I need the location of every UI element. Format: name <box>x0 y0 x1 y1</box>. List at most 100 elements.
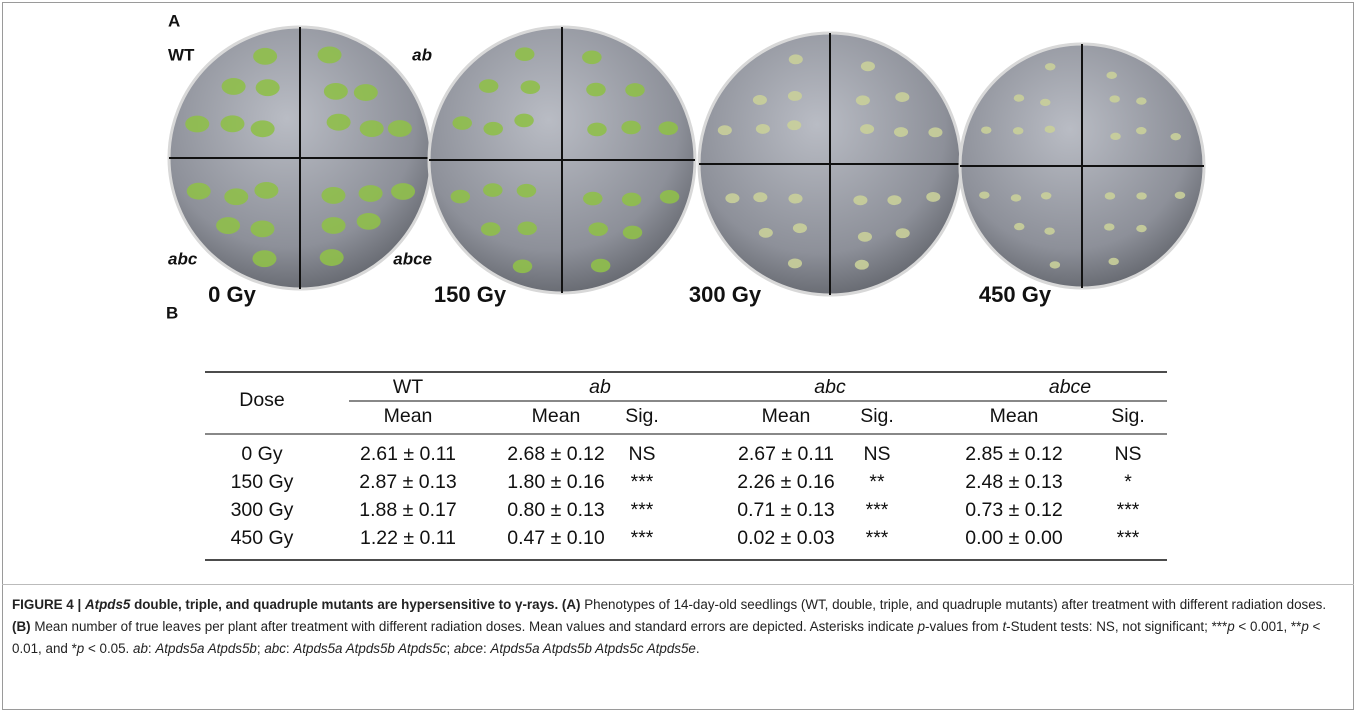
seedling <box>450 189 471 204</box>
table-group-header: ab <box>589 376 611 398</box>
seedling <box>788 193 803 204</box>
seedling <box>186 182 211 200</box>
table-cell: 2.68 ± 0.12 <box>507 443 604 465</box>
seedling <box>1109 95 1120 103</box>
seedling <box>387 120 412 137</box>
caption-run: Phenotypes of 14-day-old seedlings (WT, … <box>580 597 1327 612</box>
table-cell: 1.22 ± 0.11 <box>360 527 456 549</box>
seedling <box>255 79 280 97</box>
seedling <box>588 222 608 236</box>
table-subheader: Sig. <box>625 405 659 427</box>
seedling <box>1012 127 1024 135</box>
seedling <box>1174 191 1186 199</box>
seedling <box>854 259 869 270</box>
seedling <box>887 195 902 206</box>
table-cell: 0.00 ± 0.00 <box>965 527 1063 549</box>
seedling <box>758 227 773 238</box>
seedling <box>480 222 501 236</box>
seedling <box>185 115 210 133</box>
plate-label: abc <box>168 249 198 268</box>
table-cell: * <box>1124 471 1132 493</box>
seedling <box>358 185 383 202</box>
seedling <box>321 217 346 234</box>
seedling <box>622 225 643 240</box>
seedling <box>1010 194 1022 202</box>
table-cell: 450 Gy <box>231 527 294 549</box>
seedling <box>478 79 499 93</box>
table-subheader: Sig. <box>860 405 894 427</box>
caption-run: p <box>917 619 926 634</box>
seedling <box>787 258 803 269</box>
table-cell: 0.73 ± 0.12 <box>965 499 1062 521</box>
table-cell: *** <box>631 499 654 521</box>
table-subheader: Mean <box>762 405 811 427</box>
seedling <box>586 82 606 97</box>
seedling <box>725 193 740 204</box>
seedling <box>926 191 941 202</box>
seedling <box>326 113 351 131</box>
seedling <box>1136 97 1147 105</box>
seedling <box>253 47 278 65</box>
seedling <box>860 124 875 134</box>
dose-label: 150 Gy <box>434 282 507 307</box>
seedling <box>483 183 503 197</box>
seedling <box>590 258 611 273</box>
seedling <box>928 127 943 138</box>
seedling <box>1136 192 1147 200</box>
seedling <box>895 92 910 103</box>
caption: FIGURE 4 | Atpds5 double, triple, and qu… <box>12 594 1342 660</box>
seedling <box>753 192 768 203</box>
seedling <box>755 123 770 134</box>
seedling <box>659 189 680 204</box>
table-subheader: Mean <box>532 405 581 427</box>
seedling <box>787 91 803 101</box>
dose-label: 450 Gy <box>979 282 1052 307</box>
seedling <box>752 95 767 105</box>
table-cell: 0.80 ± 0.13 <box>507 499 604 521</box>
seedling <box>517 221 537 236</box>
seedling <box>512 259 533 274</box>
caption-run: < 0.05. <box>84 641 133 656</box>
caption-run: p <box>1227 619 1235 634</box>
seedling <box>356 212 381 230</box>
caption-run: < 0.001, ** <box>1234 619 1302 634</box>
table-cell: *** <box>866 499 889 521</box>
seedling <box>216 217 241 234</box>
seedling <box>587 122 607 137</box>
seedling <box>250 120 275 138</box>
table-cell: 0 Gy <box>241 443 282 465</box>
seedling <box>788 54 803 65</box>
table-cell: 0.47 ± 0.10 <box>507 527 605 549</box>
table-cell: NS <box>863 443 890 465</box>
seedling <box>252 250 277 268</box>
seedling <box>582 50 602 65</box>
panel-label: B <box>166 303 178 322</box>
seedling <box>319 249 344 266</box>
table-cell: 2.85 ± 0.12 <box>965 443 1062 465</box>
seedling <box>221 78 246 95</box>
seedling <box>855 95 870 106</box>
seedling <box>1044 63 1056 71</box>
table-cell: 0.71 ± 0.13 <box>737 499 834 521</box>
seedling <box>452 116 472 130</box>
plate-label: abce <box>393 249 432 268</box>
seedling <box>1104 192 1116 200</box>
table-cell: 2.48 ± 0.13 <box>965 471 1062 493</box>
caption-run: -values from <box>925 619 1003 634</box>
seedling <box>1013 94 1025 102</box>
seedling <box>1108 257 1119 266</box>
caption-run: t <box>1002 619 1007 634</box>
caption-run: Atpds5a Atpds5b Atpds5c <box>293 641 447 656</box>
table-subheader: Mean <box>384 405 433 427</box>
table-group-header: abc <box>814 376 846 398</box>
caption-run: ; <box>446 641 454 656</box>
seedling <box>1110 132 1121 141</box>
table-cell: *** <box>866 527 889 549</box>
seedling <box>1170 133 1181 141</box>
seedling <box>860 61 875 72</box>
table-cell: *** <box>631 471 654 493</box>
seedling <box>1040 192 1052 200</box>
table-cell: NS <box>628 443 655 465</box>
